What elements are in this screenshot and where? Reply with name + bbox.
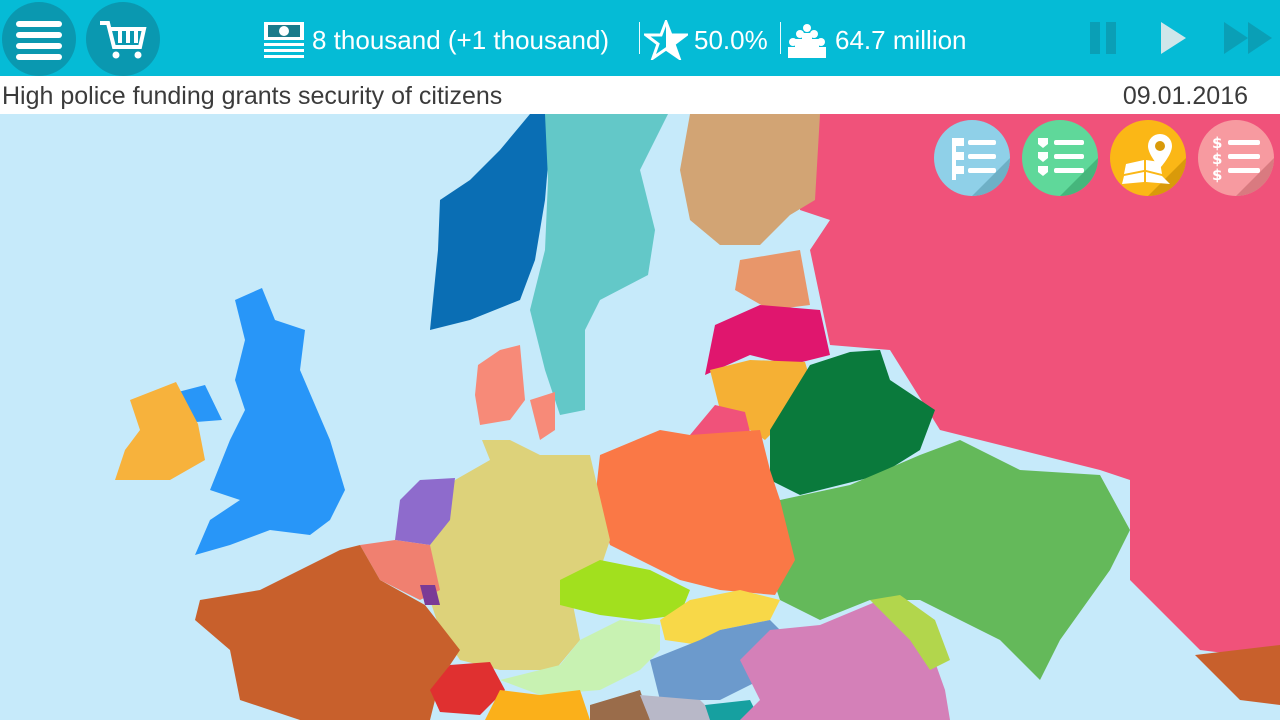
country-denmark-islands[interactable] [530, 392, 555, 440]
rating-display: 50.0% [644, 20, 768, 60]
regions-list-button[interactable] [934, 120, 1010, 196]
country-slovenia[interactable] [590, 690, 650, 720]
population-display: 64.7 million [785, 20, 967, 60]
country-austria[interactable] [500, 620, 660, 695]
country-luxembourg[interactable] [420, 585, 440, 605]
flag-list-icon [952, 138, 1010, 196]
svg-text:$: $ [1212, 134, 1222, 152]
menu-button[interactable] [2, 2, 76, 76]
country-kaliningrad[interactable] [690, 405, 750, 437]
people-group-icon [788, 24, 826, 58]
money-display: 8 thousand (+1 thousand) [262, 20, 609, 60]
country-netherlands[interactable] [395, 478, 455, 545]
country-united-kingdom[interactable] [195, 288, 345, 555]
country-italy[interactable] [485, 690, 590, 720]
star-icon [644, 20, 688, 60]
country-russia[interactable] [800, 114, 1280, 660]
shopping-cart-icon [100, 21, 147, 59]
country-belarus[interactable] [770, 350, 935, 495]
banknote-stack-icon [264, 22, 304, 58]
country-moldova[interactable] [870, 595, 950, 670]
fast-forward-icon[interactable] [1222, 18, 1276, 58]
country-romania[interactable] [740, 600, 950, 720]
population-value: 64.7 million [835, 24, 967, 55]
country-norway[interactable] [430, 114, 565, 330]
country-ukraine[interactable] [770, 440, 1130, 680]
country-switzerland[interactable] [430, 662, 505, 715]
map-locations-button[interactable] [1110, 120, 1186, 196]
event-message: High police funding grants security of c… [2, 82, 503, 110]
country-germany[interactable] [430, 440, 610, 670]
shop-button[interactable] [86, 2, 160, 76]
svg-text:$: $ [1212, 150, 1222, 168]
country-northern-ireland[interactable] [178, 385, 222, 422]
europe-map[interactable] [0, 114, 1280, 720]
country-slovakia[interactable] [660, 590, 780, 645]
country-ireland[interactable] [115, 382, 205, 480]
rating-value: 50.0% [694, 24, 768, 55]
country-latvia[interactable] [705, 305, 830, 375]
divider [639, 22, 640, 54]
info-bar: High police funding grants security of c… [0, 76, 1280, 114]
security-list-button[interactable] [1022, 120, 1098, 196]
country-estonia[interactable] [735, 250, 810, 310]
game-date: 09.01.2016 [1122, 82, 1248, 110]
svg-text:$: $ [1212, 166, 1222, 184]
country-poland[interactable] [595, 430, 795, 595]
shield-list-icon [1038, 138, 1098, 196]
map-pin-icon [1122, 134, 1186, 196]
country-croatia[interactable] [640, 695, 720, 720]
country-czechia[interactable] [560, 560, 690, 620]
country-denmark[interactable] [475, 345, 525, 425]
country-france[interactable] [195, 545, 460, 720]
dollar-list-icon: $$$ [1212, 134, 1274, 196]
money-value: 8 thousand (+1 thousand) [312, 24, 610, 55]
country-russia-south[interactable] [1195, 645, 1280, 705]
top-bar: 8 thousand (+1 thousand) 50.0% 64.7 mill… [0, 0, 1280, 76]
country-sweden[interactable] [530, 114, 668, 415]
finance-list-button[interactable]: $ $ $ [1198, 120, 1274, 196]
divider [780, 22, 781, 54]
play-icon[interactable] [1158, 18, 1190, 58]
pause-icon[interactable] [1088, 18, 1120, 58]
hamburger-menu-icon [16, 21, 62, 60]
country-finland[interactable] [680, 114, 820, 245]
